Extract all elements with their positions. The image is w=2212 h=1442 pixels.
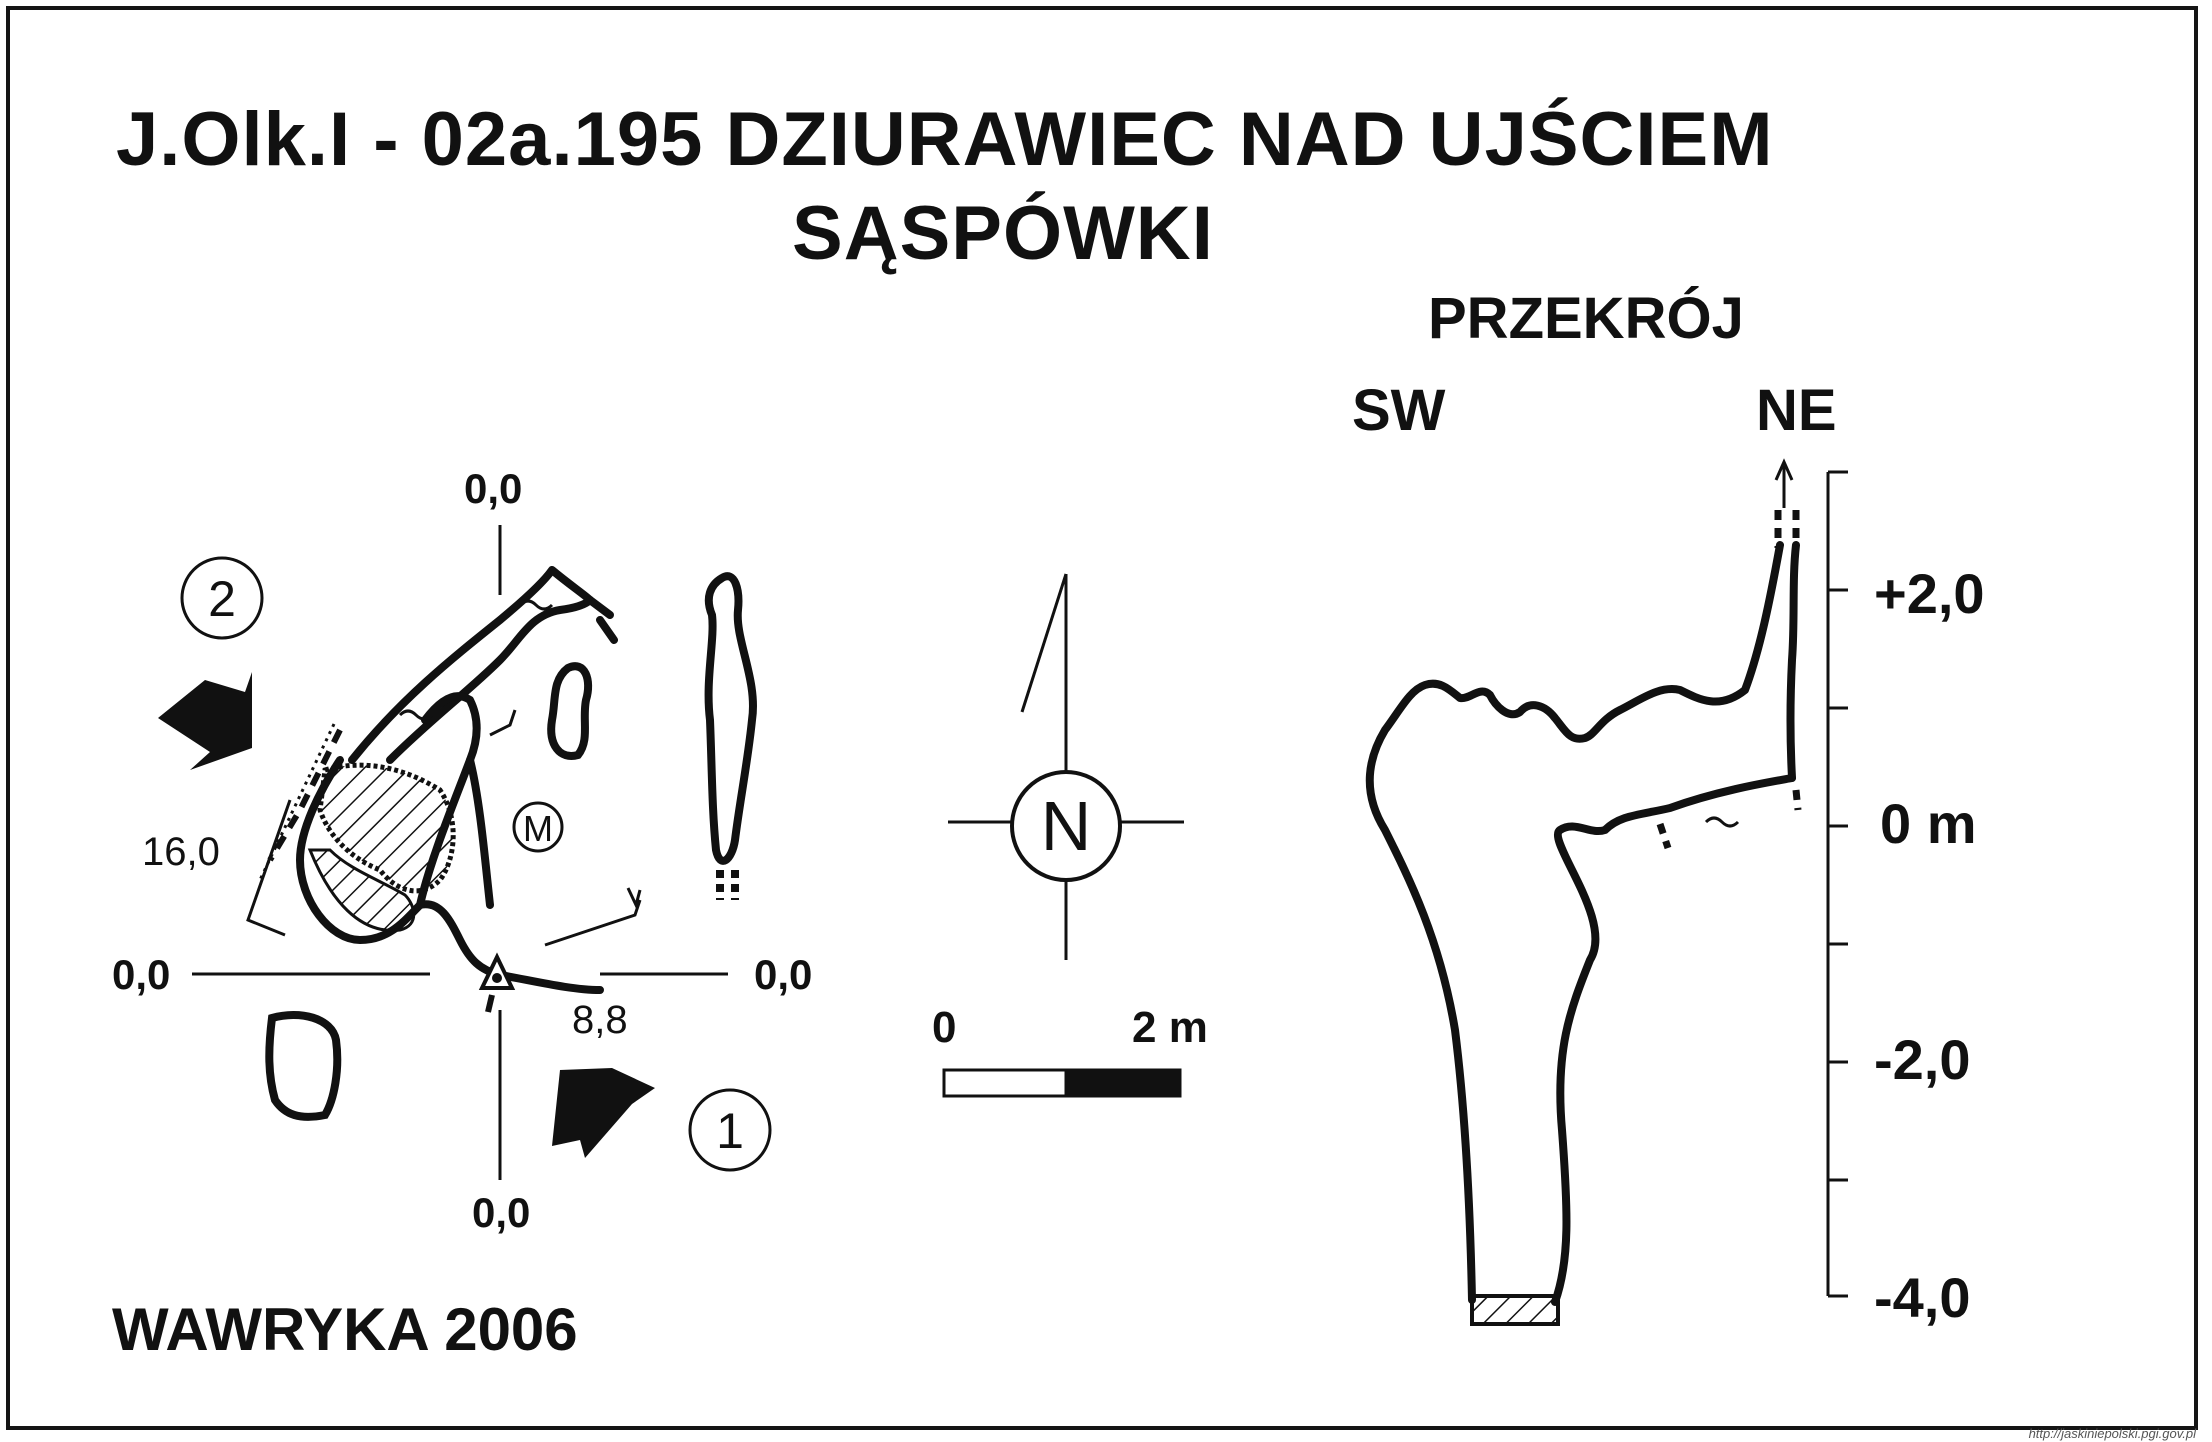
- source-credit: http://jaskiniepolski.pgi.gov.pl: [2028, 1426, 2196, 1441]
- coord-top: 0,0: [464, 465, 523, 512]
- scale-start-label: 0: [932, 1003, 957, 1052]
- svg-text:M: M: [523, 808, 553, 849]
- svg-text:1: 1: [716, 1103, 744, 1159]
- map-title-line2: SĄSPÓWKI: [792, 191, 1214, 276]
- compass-letter: N: [1041, 787, 1092, 865]
- entrance-2-label: 2: [180, 556, 264, 640]
- section-dir-sw: SW: [1352, 378, 1446, 443]
- plan-hatched-chamber: [317, 762, 456, 894]
- section-up-arrow: [1774, 458, 1794, 508]
- section-profile: [1365, 541, 1800, 1306]
- entrance-1-label: 1: [688, 1088, 772, 1172]
- plan-hatched-floor: [307, 848, 416, 932]
- section-title: PRZEKRÓJ: [1428, 286, 1744, 351]
- svg-text:2: 2: [208, 571, 236, 627]
- compass-rose: [948, 573, 1184, 960]
- plan-dashed-edge: [267, 728, 343, 862]
- section-tick-minus2: -2,0: [1874, 1028, 1971, 1091]
- coord-left: 0,0: [112, 951, 171, 998]
- entrance-1-arrow: [552, 1068, 655, 1158]
- section-scale: [1826, 470, 1848, 1298]
- section-tick-plus2: +2,0: [1874, 562, 1985, 625]
- plan-measure-16: [246, 799, 292, 937]
- scale-bar: [942, 1068, 1182, 1098]
- plan-marker-m: M: [512, 801, 564, 853]
- plan-survey-station: [478, 952, 516, 1013]
- plan-small-arrow: [489, 709, 517, 737]
- plan-rock-island-bottom: [265, 1011, 342, 1121]
- map-frame: [6, 6, 2198, 1430]
- plan-measure-left: 16,0: [142, 830, 220, 874]
- plan-measure-88: [544, 887, 642, 947]
- map-title-line1: J.Olk.I - 02a.195 DZIURAWIEC NAD UJŚCIEM: [116, 97, 1774, 182]
- plan-axes: [192, 525, 728, 1180]
- coord-right: 0,0: [754, 951, 813, 998]
- section-tick-minus4: -4,0: [1874, 1266, 1971, 1329]
- section-dashed-shaft: [1656, 510, 1802, 850]
- entrance-2-arrow: [158, 672, 252, 770]
- section-water-mark: [1704, 816, 1740, 828]
- author-credit: WAWRYKA 2006: [112, 1296, 578, 1363]
- plan-island-tail: [716, 870, 739, 900]
- scale-end-label: 2 m: [1132, 1003, 1208, 1052]
- plan-rock-island-small: [547, 662, 593, 760]
- section-floor-deposit: [1470, 1294, 1560, 1326]
- coord-bottom: 0,0: [472, 1189, 531, 1236]
- plan-water-mark: [398, 599, 554, 721]
- plan-rock-island-long: [704, 572, 757, 865]
- section-dir-ne: NE: [1756, 378, 1837, 443]
- plan-measure-right: 8,8: [572, 998, 628, 1042]
- section-tick-zero: 0 m: [1880, 792, 1977, 855]
